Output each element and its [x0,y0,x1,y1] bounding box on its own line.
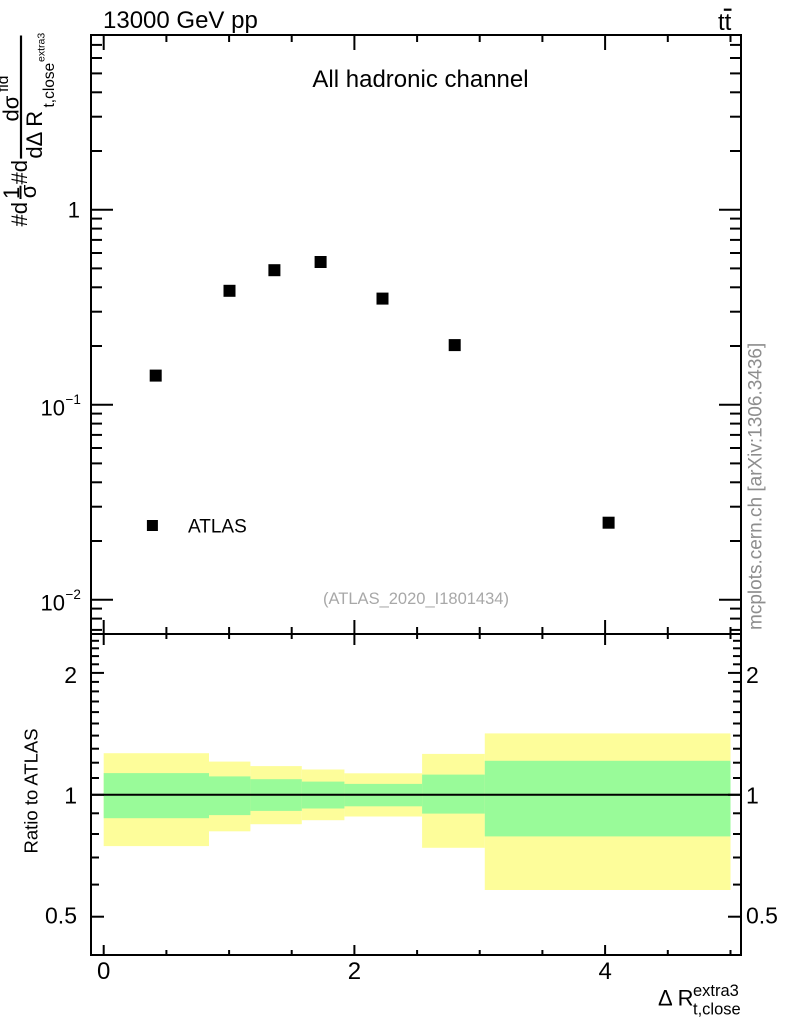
svg-text:extra3: extra3 [36,33,48,62]
svg-text:0.5: 0.5 [45,903,77,929]
svg-text:tt: tt [718,9,732,36]
svg-text:mcplots.cern.ch [arXiv:1306.34: mcplots.cern.ch [arXiv:1306.3436] [746,343,767,630]
svg-text:1: 1 [68,198,80,223]
svg-text:t,close: t,close [41,63,58,108]
svg-text:dσ: dσ [0,95,24,121]
svg-text:0: 0 [97,958,110,985]
svg-text:2: 2 [64,662,77,688]
svg-text:All hadronic channel: All hadronic channel [312,66,528,93]
svg-text:(ATLAS_2020_I1801434): (ATLAS_2020_I1801434) [323,590,509,608]
svg-text:ATLAS: ATLAS [188,517,247,538]
svg-text:2: 2 [746,662,759,688]
svg-text:#d: #d [7,160,32,184]
svg-text:1: 1 [0,187,24,199]
svg-text:−2: −2 [66,587,81,602]
svg-text:σ: σ [16,184,41,198]
svg-text:4: 4 [599,958,612,985]
svg-text:2: 2 [348,958,361,985]
svg-text:1: 1 [64,783,77,809]
svg-text:13000 GeV pp: 13000 GeV pp [103,7,258,34]
svg-text:−1: −1 [66,392,81,407]
svg-text:1: 1 [746,783,759,809]
svg-text:0.5: 0.5 [746,903,778,929]
svg-text:10: 10 [41,396,65,421]
svg-text:fid: fid [0,76,12,92]
svg-text:#d: #d [7,202,32,226]
svg-text:dΔ R: dΔ R [22,111,47,159]
svg-text:extra3: extra3 [693,982,739,1000]
svg-text:Δ R: Δ R [658,985,693,1010]
svg-text:t,close: t,close [693,1001,741,1019]
svg-text:Ratio to ATLAS: Ratio to ATLAS [21,728,42,853]
svg-text:10: 10 [41,591,65,616]
